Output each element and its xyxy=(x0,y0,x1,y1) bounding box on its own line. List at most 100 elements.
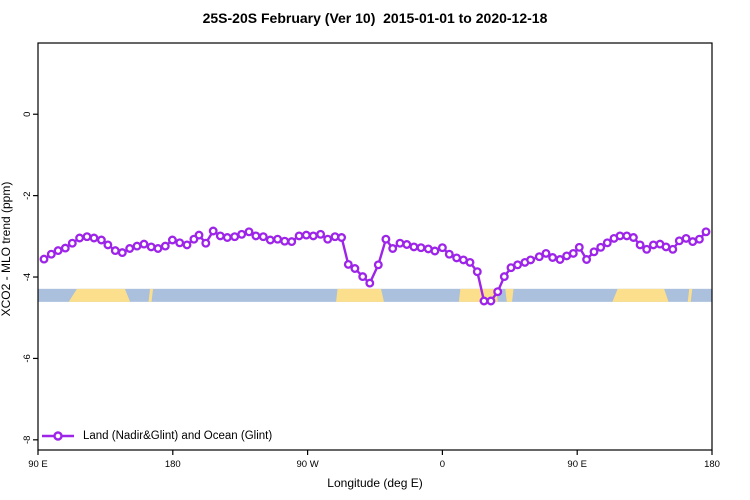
data-point xyxy=(548,253,558,262)
data-point xyxy=(402,240,412,249)
data-point xyxy=(117,248,127,258)
data-point xyxy=(674,236,684,246)
data-point xyxy=(308,231,318,241)
data-point xyxy=(67,238,77,248)
data-point xyxy=(53,246,63,256)
data-point xyxy=(251,231,261,241)
legend-label: Land (Nadir&Glint) and Ocean (Glint) xyxy=(83,430,273,442)
data-point xyxy=(160,241,170,251)
data-point xyxy=(381,234,391,244)
data-point xyxy=(555,255,565,264)
land-patch-new-caledonia xyxy=(148,288,154,302)
data-point xyxy=(125,244,135,253)
data-point xyxy=(316,229,326,239)
x-tick-label: 0 xyxy=(440,459,445,470)
plot-border xyxy=(37,42,713,451)
data-point xyxy=(615,231,625,241)
data-point xyxy=(493,287,503,297)
data-point xyxy=(301,230,311,240)
data-point xyxy=(430,246,440,256)
data-point xyxy=(395,238,405,248)
data-point xyxy=(280,236,290,246)
data-point xyxy=(96,235,106,245)
data-point xyxy=(222,233,232,242)
data-point xyxy=(337,233,347,242)
data-point xyxy=(201,238,211,248)
data-point xyxy=(323,234,333,244)
x-tick-label: 90 W xyxy=(297,459,319,470)
data-point xyxy=(409,242,419,252)
data-point xyxy=(358,272,368,282)
data-point xyxy=(668,244,678,254)
land-patch-madagascar xyxy=(505,288,514,302)
data-point xyxy=(541,248,551,258)
data-point xyxy=(635,240,645,250)
x-tick-label: 90 E xyxy=(567,459,587,470)
data-point xyxy=(534,252,544,262)
data-point xyxy=(602,238,612,248)
data-point xyxy=(89,233,99,243)
data-point xyxy=(350,264,360,273)
data-point xyxy=(568,248,578,258)
data-point xyxy=(574,242,584,252)
data-point xyxy=(265,235,275,245)
data-point xyxy=(465,257,475,267)
data-point xyxy=(701,227,711,237)
data-point xyxy=(237,229,247,239)
data-point xyxy=(294,231,304,241)
data-point xyxy=(175,238,185,248)
x-axis-label: Longitude (deg E) xyxy=(327,476,423,490)
y-axis-label: XCO2 - MLO trend (ppm) xyxy=(0,181,13,317)
data-point xyxy=(486,296,496,306)
data-point xyxy=(343,259,353,269)
data-point xyxy=(694,234,704,244)
data-point xyxy=(75,233,85,243)
data-point xyxy=(153,244,163,253)
data-point xyxy=(194,230,204,240)
x-tick-label: 180 xyxy=(165,459,181,470)
data-point xyxy=(39,254,49,264)
data-point xyxy=(526,255,536,265)
y-tick-label: -4 xyxy=(22,273,33,281)
data-point xyxy=(472,267,482,277)
data-point xyxy=(215,231,225,241)
data-point xyxy=(642,244,652,254)
data-point xyxy=(46,249,56,259)
land-patch-south-america xyxy=(336,288,384,302)
x-tick-label: 180 xyxy=(704,459,720,470)
y-tick-label: 0 xyxy=(22,112,33,117)
y-tick-label: -6 xyxy=(22,354,33,362)
data-point xyxy=(182,240,192,250)
data-point xyxy=(661,242,671,252)
land-patch-australia-2 xyxy=(612,288,669,302)
data-point xyxy=(596,242,606,252)
data-point xyxy=(416,243,426,253)
data-point xyxy=(110,246,120,256)
data-point xyxy=(146,242,156,252)
data-point xyxy=(681,233,691,243)
data-point xyxy=(589,247,599,257)
land-patch-australia xyxy=(68,288,131,302)
data-point xyxy=(244,227,254,237)
data-point xyxy=(582,255,592,264)
data-point xyxy=(132,241,142,251)
data-point xyxy=(82,232,92,242)
data-point xyxy=(139,239,149,249)
data-point xyxy=(258,232,268,242)
legend: Land (Nadir&Glint) and Ocean (Glint) xyxy=(40,429,272,443)
data-point xyxy=(479,296,489,306)
y-tick-label: -2 xyxy=(22,191,33,199)
data-point xyxy=(499,272,509,282)
chart-title: 25S-20S February (Ver 10) 2015-01-01 to … xyxy=(202,10,548,26)
data-point xyxy=(208,226,218,236)
data-point xyxy=(273,234,283,244)
land-patch-new-caledonia-2 xyxy=(687,288,693,302)
data-point xyxy=(103,240,113,250)
data-point xyxy=(444,249,454,259)
data-point xyxy=(60,243,70,253)
data-point xyxy=(287,237,297,247)
data-point xyxy=(373,260,383,270)
data-point xyxy=(628,233,638,242)
